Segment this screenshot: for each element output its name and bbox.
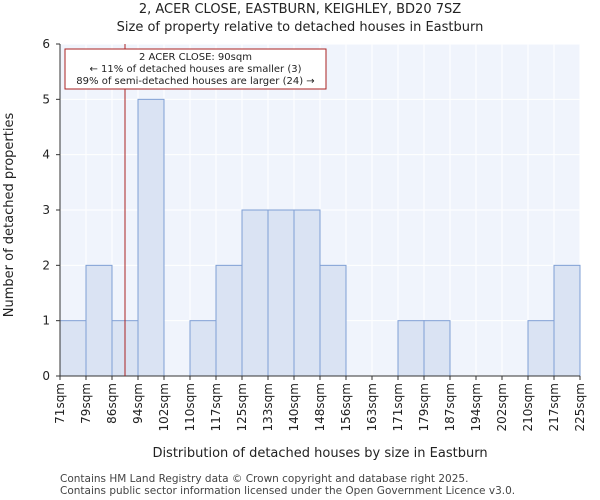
x-tick-label: 71sqm xyxy=(53,383,67,424)
x-tick-label: 125sqm xyxy=(235,383,249,431)
x-tick-label: 210sqm xyxy=(521,383,535,431)
x-tick-label: 148sqm xyxy=(313,383,327,431)
x-tick-label: 202sqm xyxy=(495,383,509,431)
histogram-bar xyxy=(59,320,87,377)
y-tick-label: 0 xyxy=(42,369,50,383)
y-tick-labels: 0 1 2 3 4 5 6 xyxy=(42,37,60,383)
y-tick-label: 3 xyxy=(42,203,50,217)
x-tick-label: 171sqm xyxy=(391,383,405,431)
x-tick-label: 187sqm xyxy=(443,383,457,431)
y-tick-label: 1 xyxy=(42,314,50,328)
x-tick-label: 133sqm xyxy=(261,383,275,431)
histogram-bar xyxy=(553,264,581,377)
x-tick-label: 86sqm xyxy=(105,383,119,424)
x-tick-label: 194sqm xyxy=(469,383,483,431)
x-axis-label: Distribution of detached houses by size … xyxy=(152,446,487,461)
y-tick-label: 6 xyxy=(42,37,50,51)
x-tick-label: 140sqm xyxy=(287,383,301,431)
annotation-line: 89% of semi-detached houses are larger (… xyxy=(76,76,314,87)
histogram-bar xyxy=(215,264,243,377)
y-tick-label: 2 xyxy=(42,258,50,272)
histogram-bar xyxy=(423,320,451,377)
x-tick-label: 156sqm xyxy=(339,383,353,431)
annotation-line: 2 ACER CLOSE: 90sqm xyxy=(139,52,252,63)
histogram-bar xyxy=(293,209,321,377)
footer-line-1: Contains HM Land Registry data © Crown c… xyxy=(60,473,469,485)
x-tick-label: 110sqm xyxy=(183,383,197,431)
chart-title: 2, ACER CLOSE, EASTBURN, KEIGHLEY, BD20 … xyxy=(138,2,462,17)
chart-subtitle: Size of property relative to detached ho… xyxy=(116,20,484,35)
histogram-bar xyxy=(241,209,269,377)
y-tick-label: 5 xyxy=(42,92,50,106)
histogram-bar xyxy=(137,98,165,377)
y-tick-label: 4 xyxy=(42,148,50,162)
histogram-bar xyxy=(189,320,217,377)
x-tick-label: 79sqm xyxy=(79,383,93,424)
footer-line-2: Contains public sector information licen… xyxy=(60,485,516,497)
x-tick-label: 94sqm xyxy=(131,383,145,424)
x-tick-label: 117sqm xyxy=(209,383,223,431)
histogram-bar xyxy=(267,209,295,377)
x-tick-label: 217sqm xyxy=(547,383,561,431)
histogram-bar xyxy=(319,264,347,377)
histogram-bar xyxy=(397,320,425,377)
annotation-box xyxy=(64,48,327,90)
y-axis-label: Number of detached properties xyxy=(2,113,17,318)
x-tick-labels: 71sqm 79sqm 86sqm 94sqm 102sqm 110sqm 117sqm 12… xyxy=(53,376,587,431)
histogram-bar xyxy=(85,264,113,377)
x-tick-label: 163sqm xyxy=(365,383,379,431)
x-tick-label: 179sqm xyxy=(417,383,431,431)
x-tick-label: 225sqm xyxy=(573,383,587,431)
x-tick-label: 102sqm xyxy=(157,383,171,431)
property-marker: 2 ACER CLOSE: 90sqm← 11% of detached hou… xyxy=(64,44,327,376)
histogram-chart: 71sqm 79sqm 86sqm 94sqm 102sqm 110sqm 117sqm 12… xyxy=(2,37,587,461)
annotation-line: ← 11% of detached houses are smaller (3) xyxy=(90,64,302,75)
histogram-bar xyxy=(527,320,555,377)
